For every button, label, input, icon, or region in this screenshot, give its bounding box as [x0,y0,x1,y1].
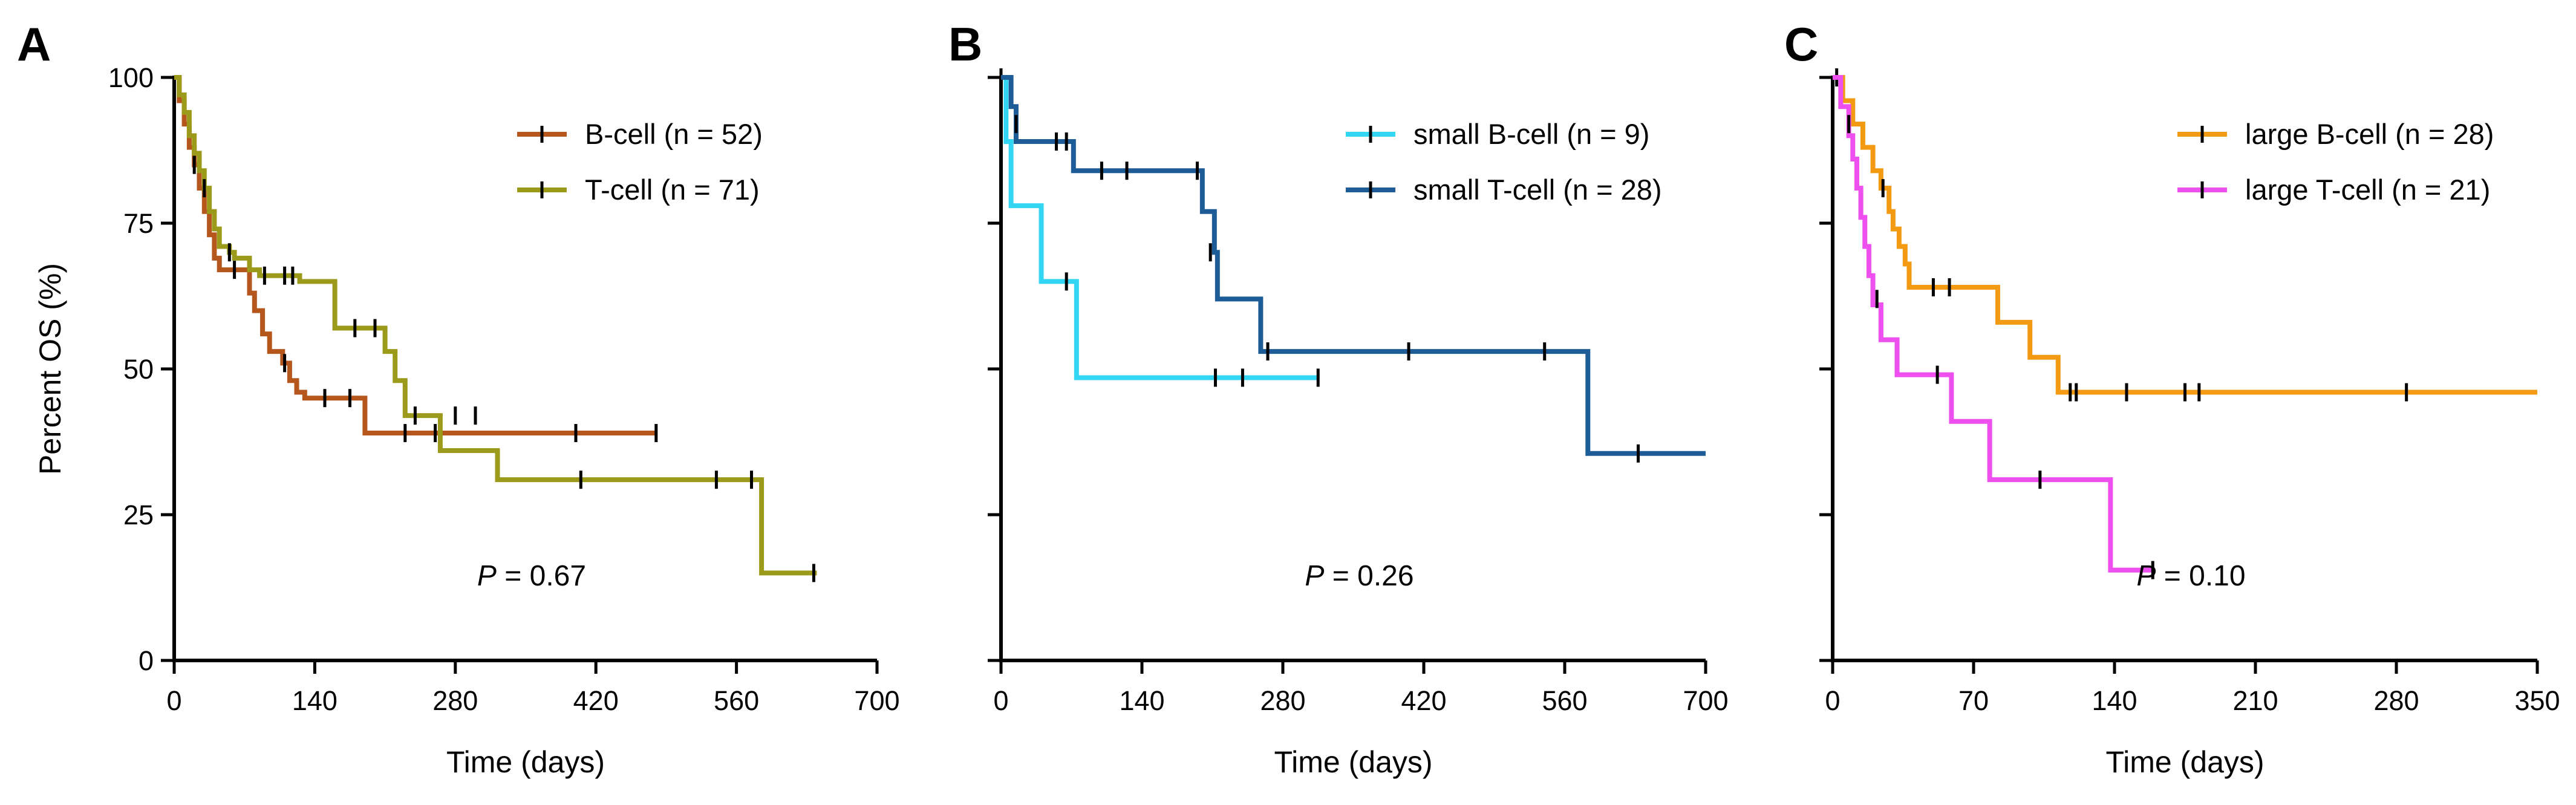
x-tick-label: 420 [1401,685,1446,716]
x-tick-label: 0 [1825,685,1840,716]
y-tick-label: 100 [108,62,154,93]
legend-item: small B-cell (n = 9) [1346,118,1649,150]
y-tick-label: 50 [123,354,154,385]
legend-item: B-cell (n = 52) [517,118,763,150]
legend-label: B-cell (n = 52) [585,118,763,150]
panel-a: A 0 140 280 420 560 700 0 25 50 75 100 Time (days) Pe… [17,18,900,779]
p-value-symbol: P [1305,560,1324,592]
x-tick-label: 700 [854,685,899,716]
x-tick-label: 280 [432,685,478,716]
p-value-symbol: P [2136,560,2156,592]
x-tick-label: 420 [573,685,619,716]
p-value-text: = 0.67 [497,560,586,592]
p-value-annotation: P = 0.10 [2136,560,2245,592]
legend-label: small B-cell (n = 9) [1414,118,1649,150]
panel-b: B 0 140 280 420 560 700 Time (days) small B-cell… [948,18,1729,779]
panel-c: C 0 70 140 210 280 350 Time (days) large B-cell … [1784,18,2560,779]
x-axis-title: Time (days) [1274,745,1432,779]
x-tick-label: 560 [1542,685,1587,716]
legend-item: large B-cell (n = 28) [2177,118,2494,150]
x-tick-label: 140 [2092,685,2137,716]
panel-letter: A [17,18,51,71]
x-tick-label: 280 [2373,685,2419,716]
p-value-annotation: P = 0.67 [477,560,586,592]
x-tick-label: 280 [1260,685,1305,716]
x-tick-label: 140 [292,685,337,716]
p-value-text: = 0.26 [1324,560,1414,592]
p-value-annotation: P = 0.26 [1305,560,1414,592]
survival-curve-series-0 [1001,75,1319,380]
survival-curve-series-1 [174,75,817,576]
survival-curve-series-0 [174,75,656,436]
legend-label: T-cell (n = 71) [585,174,760,206]
x-axis-title: Time (days) [446,745,605,779]
x-tick-label: 140 [1119,685,1164,716]
panel-letter: C [1784,18,1818,71]
survival-curve-series-1 [1833,75,2155,573]
legend-label: large T-cell (n = 21) [2245,174,2490,206]
x-tick-label: 0 [993,685,1008,716]
x-tick-label: 70 [1958,685,1989,716]
survival-curve-series-0 [1833,75,2537,395]
x-tick-label: 700 [1683,685,1728,716]
y-tick-label: 75 [123,208,154,239]
panel-letter: B [948,18,982,71]
p-value-symbol: P [477,560,497,592]
legend-label: large B-cell (n = 28) [2245,118,2494,150]
legend-item: T-cell (n = 71) [517,174,760,206]
y-tick-label: 25 [123,500,154,530]
y-axis-title: Percent OS (%) [33,263,67,475]
x-tick-label: 0 [166,685,181,716]
legend-item: small T-cell (n = 28) [1346,174,1662,206]
legend-label: small T-cell (n = 28) [1414,174,1662,206]
legend-item: large T-cell (n = 21) [2177,174,2490,206]
x-tick-label: 560 [714,685,759,716]
p-value-text: = 0.10 [2156,560,2245,592]
y-tick-label: 0 [139,645,154,676]
x-tick-label: 350 [2514,685,2560,716]
x-tick-label: 210 [2232,685,2278,716]
x-axis-title: Time (days) [2105,745,2264,779]
